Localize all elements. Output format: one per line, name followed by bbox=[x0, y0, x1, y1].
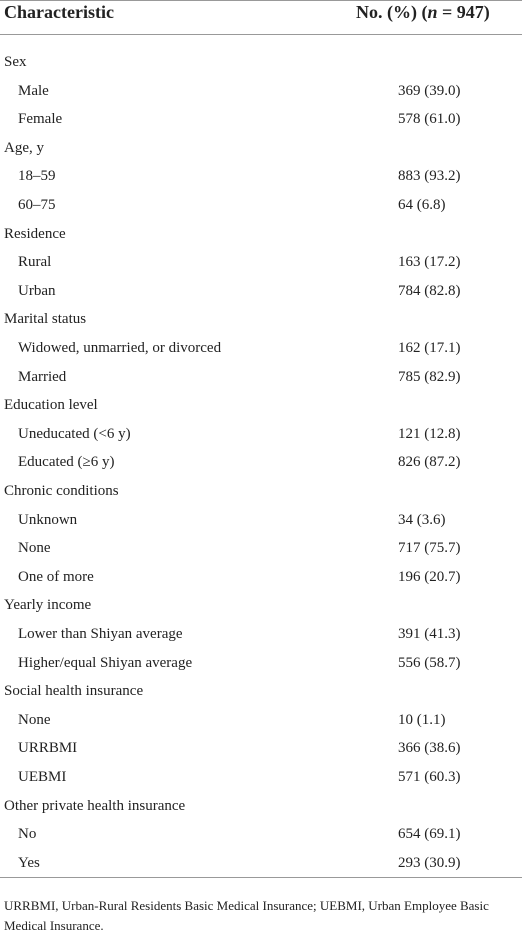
row-label: Widowed, unmarried, or divorced bbox=[18, 340, 222, 356]
group-label: Other private health insurance bbox=[4, 797, 186, 814]
row-value: 826 (87.2) bbox=[398, 454, 461, 471]
row-value: 883 (93.2) bbox=[398, 168, 461, 185]
row-label: UEBMI bbox=[18, 769, 67, 785]
row-label: Educated (≥6 y) bbox=[18, 454, 115, 471]
rule bbox=[0, 0, 522, 1]
row-label: Uneducated (<6 y) bbox=[18, 425, 131, 442]
group-label: Chronic conditions bbox=[4, 483, 119, 499]
row-label: URRBMI bbox=[18, 740, 78, 757]
row-label: Male bbox=[18, 82, 49, 99]
row-value: 571 (60.3) bbox=[398, 769, 461, 785]
rule bbox=[0, 34, 522, 35]
row-value: 784 (82.8) bbox=[398, 282, 461, 299]
row-label: Urban bbox=[18, 282, 56, 299]
header-left: Characteristic bbox=[4, 2, 114, 22]
row-label: Rural bbox=[18, 254, 52, 271]
row-value: 578 (61.0) bbox=[398, 111, 461, 128]
header-part: = 947) bbox=[437, 2, 490, 22]
row-label: Higher/equal Shiyan average bbox=[18, 654, 193, 671]
row-value: 785 (82.9) bbox=[398, 368, 461, 385]
row-value: 369 (39.0) bbox=[398, 82, 461, 99]
group-label: Social health insurance bbox=[4, 683, 144, 700]
row-label: 60–75 bbox=[18, 197, 56, 213]
row-label: Unknown bbox=[18, 511, 78, 528]
row-label: Yes bbox=[18, 854, 40, 871]
row-label: Female bbox=[18, 111, 63, 128]
row-value: 366 (38.6) bbox=[398, 740, 461, 757]
group-label: Education level bbox=[4, 397, 98, 414]
row-value: 34 (3.6) bbox=[398, 511, 446, 528]
row-label: None bbox=[18, 711, 51, 728]
row-value: 556 (58.7) bbox=[398, 654, 461, 671]
row-label: Lower than Shiyan average bbox=[18, 626, 183, 642]
row-label: None bbox=[18, 540, 51, 557]
row-label: 18–59 bbox=[18, 168, 56, 185]
row-value: 391 (41.3) bbox=[398, 626, 461, 642]
row-value: 163 (17.2) bbox=[398, 254, 461, 271]
footnote: URRBMI, Urban-Rural Residents Basic Medi… bbox=[4, 898, 489, 933]
row-label: No bbox=[18, 826, 37, 843]
row-value: 717 (75.7) bbox=[398, 540, 461, 557]
rule bbox=[0, 877, 522, 878]
header-right: No. (%) (n = 947) bbox=[356, 2, 490, 22]
row-label: Married bbox=[18, 368, 67, 385]
row-label: One of more bbox=[18, 568, 94, 585]
row-value: 121 (12.8) bbox=[398, 425, 461, 442]
row-value: 10 (1.1) bbox=[398, 711, 446, 728]
header-part: No. (%) ( bbox=[356, 2, 428, 22]
row-value: 196 (20.7) bbox=[398, 568, 461, 585]
group-label: Yearly income bbox=[4, 597, 92, 614]
group-label: Marital status bbox=[4, 311, 87, 328]
group-label: Sex bbox=[4, 54, 27, 70]
row-value: 293 (30.9) bbox=[398, 854, 461, 871]
group-label: Age, y bbox=[4, 139, 44, 156]
row-value: 654 (69.1) bbox=[398, 826, 461, 843]
row-value: 64 (6.8) bbox=[398, 197, 446, 213]
row-value: 162 (17.1) bbox=[398, 340, 461, 356]
group-label: Residence bbox=[4, 225, 66, 242]
header-part: n bbox=[427, 2, 438, 22]
